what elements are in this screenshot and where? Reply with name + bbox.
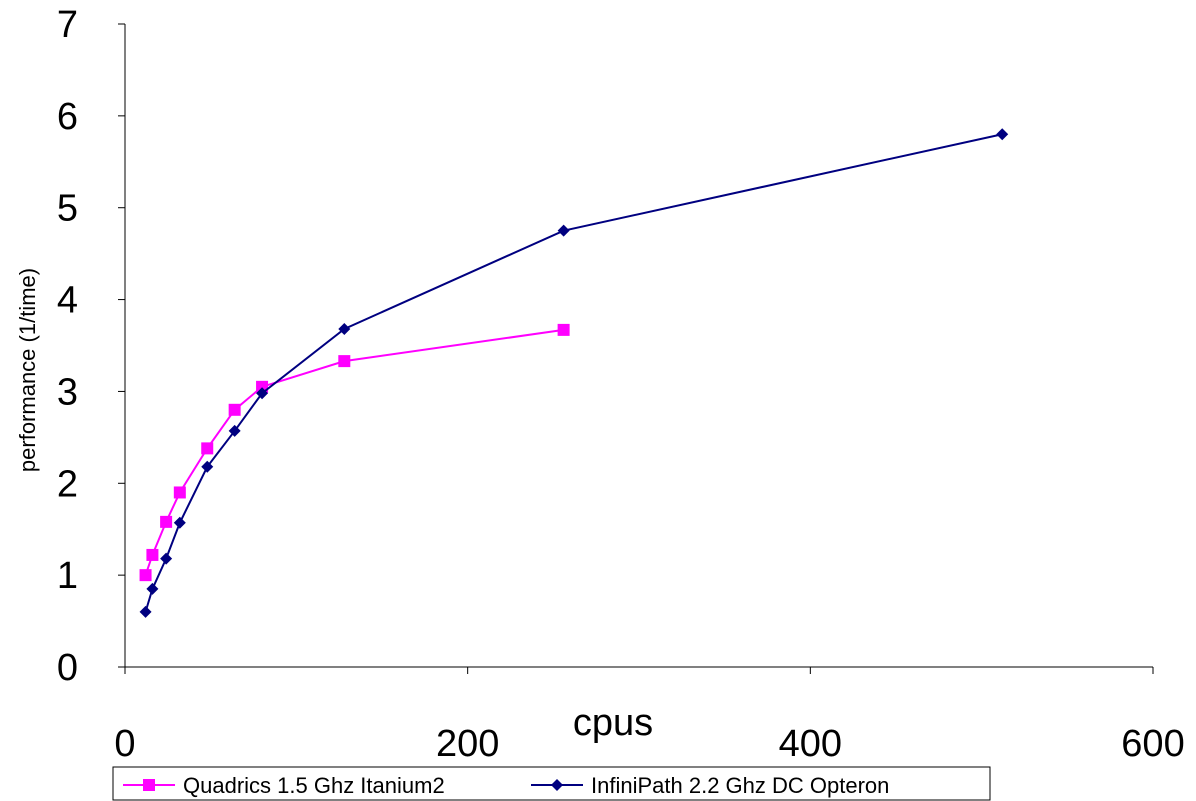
legend-swatch-marker <box>143 779 155 791</box>
legend-swatch-marker <box>551 779 563 791</box>
y-tick-label: 2 <box>57 463 78 505</box>
y-axis-title: performance (1/time) <box>15 268 40 472</box>
data-point <box>338 355 351 368</box>
legend: Quadrics 1.5 Ghz Itanium2 InfiniPath 2.2 … <box>112 766 991 801</box>
data-point <box>173 486 186 499</box>
data-point <box>201 442 214 455</box>
legend-label: Quadrics 1.5 Ghz Itanium2 <box>183 773 445 798</box>
data-point <box>146 582 159 595</box>
data-point <box>228 424 241 437</box>
x-tick-label: 600 <box>1121 723 1184 765</box>
y-tick-label: 4 <box>57 280 78 322</box>
axes: 0 1 2 3 4 5 6 7 0 200 400 600 <box>57 4 1185 765</box>
data-point <box>160 515 173 528</box>
series-layer <box>139 128 1009 618</box>
data-point <box>996 128 1009 141</box>
y-tick-label: 3 <box>57 371 78 413</box>
data-point <box>228 403 241 416</box>
legend-label: InfiniPath 2.2 Ghz DC Opteron <box>591 773 889 798</box>
y-tick-label: 7 <box>57 4 78 46</box>
y-tick-label: 1 <box>57 555 78 597</box>
data-point <box>173 516 186 529</box>
x-tick-label: 400 <box>779 723 842 765</box>
y-tick-label: 5 <box>57 188 78 230</box>
legend-box <box>112 766 991 801</box>
data-point <box>338 322 351 335</box>
x-tick-label: 0 <box>114 723 135 765</box>
data-point <box>139 569 152 582</box>
series-line <box>144 133 1003 613</box>
y-tick-label: 6 <box>57 96 78 138</box>
data-point <box>146 548 159 561</box>
series-0 <box>139 323 570 582</box>
x-tick-label: 200 <box>436 723 499 765</box>
series-1 <box>139 128 1009 618</box>
data-point <box>256 387 269 400</box>
data-point <box>557 224 570 237</box>
y-tick-label: 0 <box>57 647 78 689</box>
data-point <box>557 323 570 336</box>
data-point <box>201 460 214 473</box>
data-point <box>160 552 173 565</box>
x-axis-title: cpus <box>573 702 653 744</box>
data-point <box>139 605 152 618</box>
